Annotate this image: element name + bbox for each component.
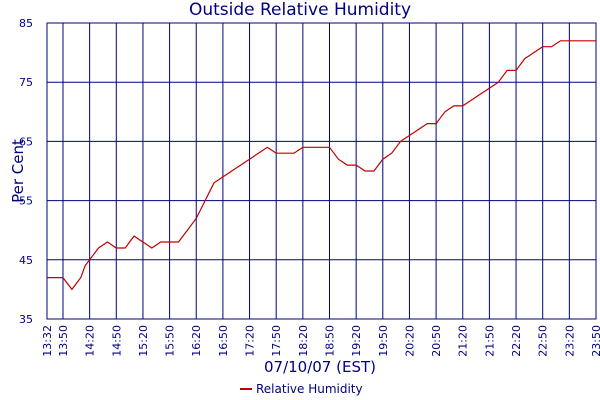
x-tick-label: 20:20 (403, 325, 416, 357)
legend-label: Relative Humidity (256, 382, 363, 396)
x-tick-label: 21:20 (457, 325, 470, 357)
chart-title: Outside Relative Humidity (188, 0, 412, 20)
x-tick-label: 14:50 (110, 325, 123, 357)
y-tick-label: 35 (19, 313, 33, 326)
x-axis-label: 07/10/07 (EST) (263, 358, 376, 376)
x-tick-label: 16:50 (217, 325, 230, 357)
x-tick-label: 13:50 (57, 325, 70, 357)
x-tick-label: 18:50 (323, 325, 336, 357)
x-tick-label: 18:20 (297, 325, 310, 357)
x-tick-label: 21:50 (483, 325, 496, 357)
x-tick-label: 22:20 (510, 325, 523, 357)
x-tick-label: 23:50 (590, 325, 600, 357)
y-tick-label: 65 (19, 135, 33, 148)
legend-swatch (240, 388, 252, 390)
x-tick-label: 20:50 (430, 325, 443, 357)
x-tick-label: 16:20 (190, 325, 203, 357)
x-tick-label: 13:32 (41, 325, 54, 357)
y-tick-label: 85 (19, 17, 33, 30)
legend: Relative Humidity (240, 382, 363, 396)
plot-frame (46, 22, 597, 320)
x-tick-label: 17:50 (270, 325, 283, 357)
x-tick-label: 19:50 (377, 325, 390, 357)
x-tick-label: 14:20 (84, 325, 97, 357)
y-tick-label: 45 (19, 254, 33, 267)
x-tick-label: 15:20 (137, 325, 150, 357)
x-tick-label: 17:20 (244, 325, 257, 357)
series-line-relative-humidity (47, 40, 596, 291)
x-tick-label: 15:50 (164, 325, 177, 357)
y-tick-label: 55 (19, 195, 33, 208)
x-tick-label: 22:50 (537, 325, 550, 357)
y-tick-label: 75 (19, 76, 33, 89)
x-tick-label: 19:20 (350, 325, 363, 357)
x-tick-label: 23:20 (563, 325, 576, 357)
